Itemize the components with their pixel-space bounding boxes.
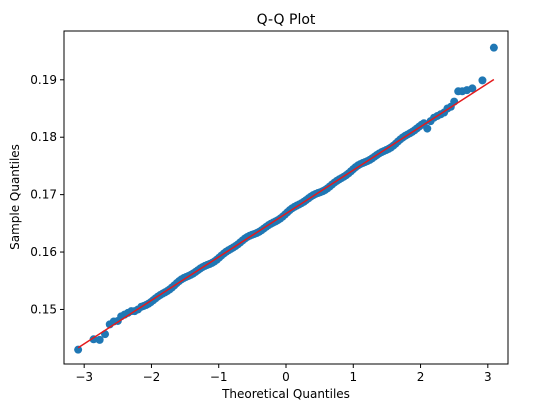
y-tick-label: 0.19 xyxy=(30,73,57,87)
y-tick-label: 0.16 xyxy=(30,245,57,259)
reference-line-layer xyxy=(77,78,495,349)
y-axis-label: Sample Quantiles xyxy=(8,144,22,250)
y-tick-label: 0.18 xyxy=(30,130,57,144)
x-tick-label: −3 xyxy=(75,370,93,384)
data-point xyxy=(95,335,104,344)
x-axis-ticks: −3 −2 −1 0 1 2 3 xyxy=(75,364,492,384)
x-tick-label: 0 xyxy=(282,370,290,384)
y-axis-ticks: 0.15 0.16 0.17 0.18 0.19 xyxy=(30,73,64,316)
x-axis-label: Theoretical Quantiles xyxy=(221,387,350,401)
x-tick-label: 1 xyxy=(349,370,357,384)
x-tick-label: −2 xyxy=(143,370,161,384)
chart-title: Q-Q Plot xyxy=(257,12,316,28)
x-tick-label: −1 xyxy=(210,370,228,384)
data-point xyxy=(468,84,477,93)
data-point xyxy=(478,76,487,85)
data-points-layer xyxy=(74,43,498,354)
data-point xyxy=(74,345,83,354)
x-tick-label: 2 xyxy=(417,370,425,384)
data-point xyxy=(489,43,498,52)
y-tick-label: 0.15 xyxy=(30,302,57,316)
x-tick-label: 3 xyxy=(484,370,492,384)
reference-line xyxy=(77,78,495,349)
y-tick-label: 0.17 xyxy=(30,188,57,202)
